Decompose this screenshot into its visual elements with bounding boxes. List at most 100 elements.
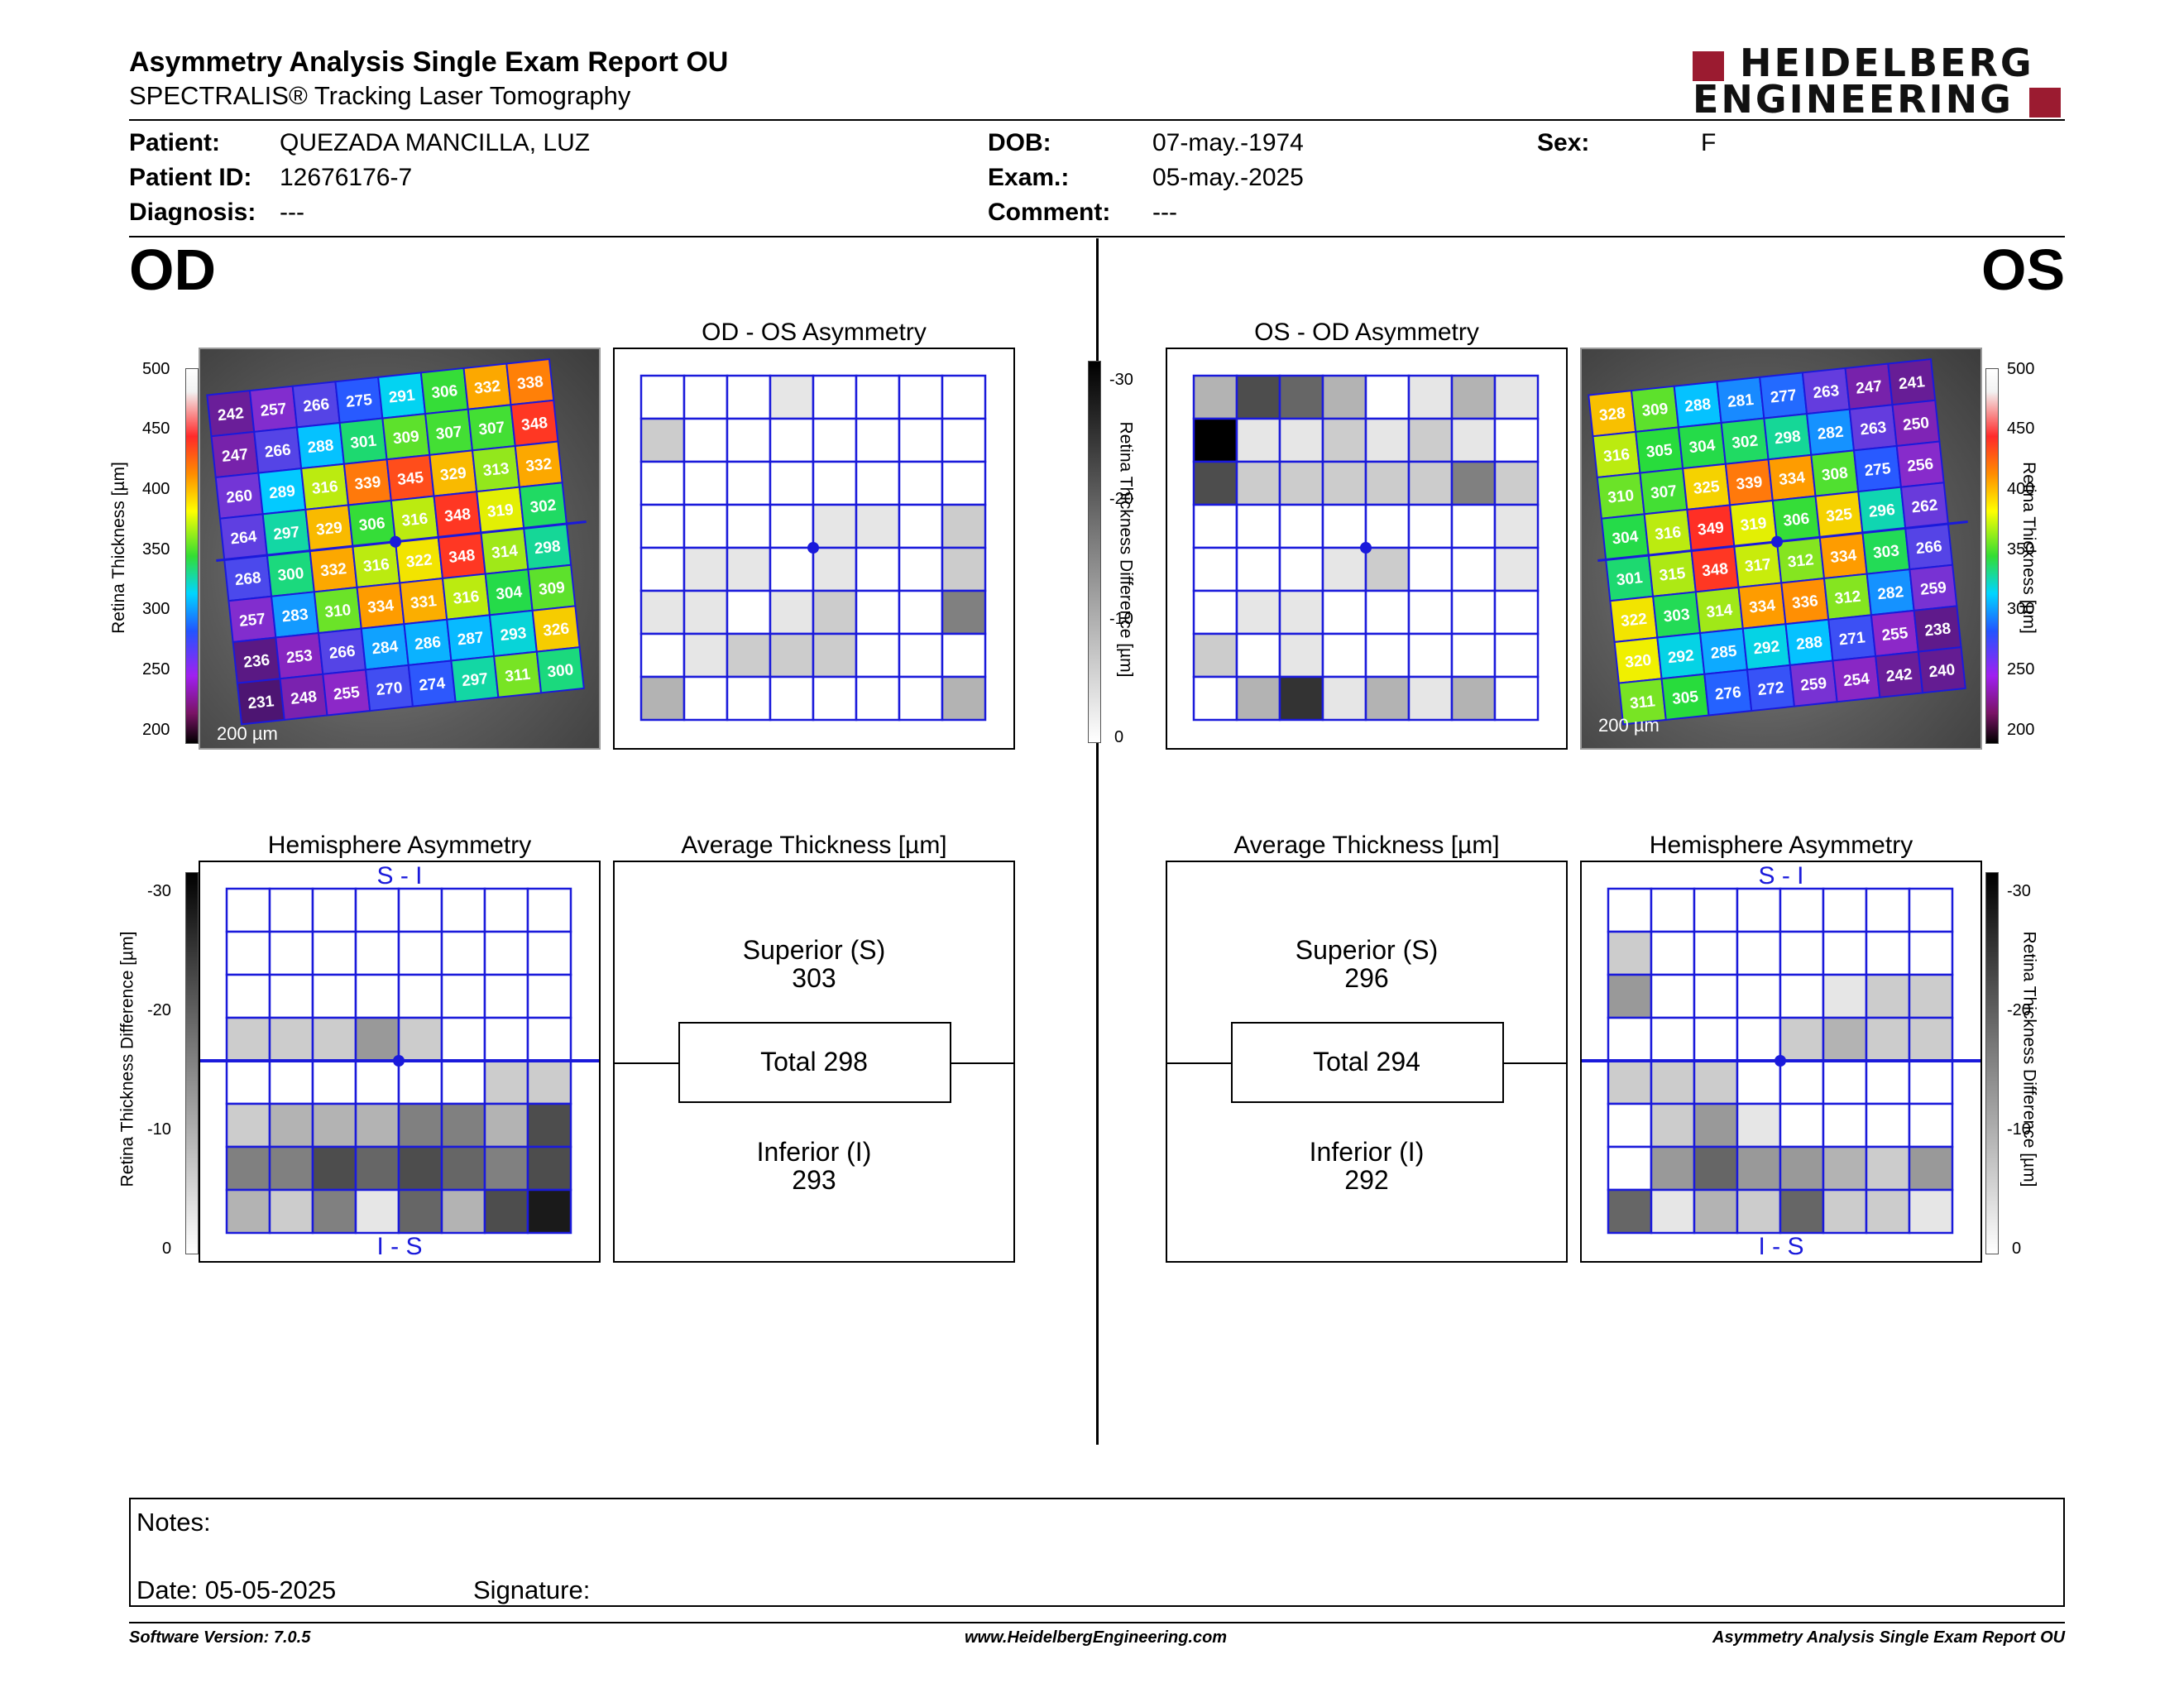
asymmetry-cell bbox=[1736, 973, 1782, 1019]
report-title: Asymmetry Analysis Single Exam Report OU bbox=[129, 46, 729, 78]
thickness-value: 260 bbox=[225, 487, 253, 507]
thickness-value: 301 bbox=[349, 432, 377, 452]
asymmetry-cell bbox=[311, 973, 357, 1019]
thickness-value: 271 bbox=[1838, 629, 1866, 649]
asymmetry-cell bbox=[1865, 1016, 1911, 1062]
software-version: Software Version: 7.0.5 bbox=[129, 1628, 311, 1647]
asymmetry-cell bbox=[1693, 973, 1739, 1019]
asymmetry-cell bbox=[1278, 675, 1324, 722]
asymmetry-cell bbox=[769, 675, 815, 722]
asymmetry-cell bbox=[1822, 1059, 1868, 1105]
asymmetry-cell bbox=[769, 417, 815, 463]
diagnosis-label: Diagnosis: bbox=[129, 199, 256, 226]
asymmetry-cell bbox=[682, 632, 729, 679]
thickness-value: 311 bbox=[1629, 693, 1656, 712]
asymmetry-cell bbox=[1364, 460, 1410, 506]
asymmetry-cell bbox=[1650, 973, 1696, 1019]
thickness-value: 316 bbox=[1602, 446, 1631, 466]
thickness-value: 286 bbox=[414, 634, 442, 654]
thickness-value: 306 bbox=[358, 515, 386, 535]
asymmetry-cell bbox=[898, 374, 944, 420]
thickness-value: 288 bbox=[1795, 634, 1823, 654]
os-superior-label: Superior (S) bbox=[1295, 935, 1439, 965]
asymmetry-cell bbox=[1865, 973, 1911, 1019]
asymmetry-cell bbox=[898, 675, 944, 722]
od-thickness-map: 242 257 266 275 291 306 332 338 247 266 288 301 309 3… bbox=[206, 357, 587, 726]
os-total: Total 294 bbox=[1313, 1047, 1420, 1077]
thickness-value: 317 bbox=[1744, 556, 1772, 576]
asymmetry-cell bbox=[1779, 973, 1825, 1019]
thickness-value: 303 bbox=[1872, 542, 1900, 562]
asymmetry-cell bbox=[769, 546, 815, 592]
thickness-value: 307 bbox=[478, 419, 506, 439]
asymmetry-cell bbox=[354, 1188, 400, 1235]
asymmetry-cell bbox=[639, 589, 686, 635]
asymmetry-cell bbox=[1822, 1016, 1868, 1062]
thickness-value: 272 bbox=[1757, 679, 1785, 699]
thickness-value: 262 bbox=[1911, 496, 1939, 516]
asymmetry-cell bbox=[1235, 632, 1281, 679]
asymmetry-cell bbox=[1822, 1102, 1868, 1149]
asymmetry-cell bbox=[354, 1145, 400, 1192]
asymmetry-cell bbox=[855, 546, 901, 592]
thickness-value: 329 bbox=[439, 464, 467, 484]
asymmetry-cell bbox=[526, 1059, 572, 1105]
os-inferior-value: 292 bbox=[1344, 1165, 1389, 1195]
asymmetry-cell bbox=[397, 1188, 443, 1235]
asymmetry-cell bbox=[311, 1102, 357, 1149]
dob-label: DOB: bbox=[988, 129, 1051, 156]
thickness-value: 319 bbox=[1740, 515, 1768, 535]
thickness-value: 231 bbox=[247, 693, 275, 712]
asymmetry-cell bbox=[898, 460, 944, 506]
asymmetry-cell bbox=[726, 460, 772, 506]
asymmetry-cell bbox=[268, 1102, 314, 1149]
asymmetry-cell bbox=[1450, 675, 1497, 722]
asymmetry-cell bbox=[812, 417, 858, 463]
asymmetry-cell bbox=[311, 1059, 357, 1105]
patient-label: Patient: bbox=[129, 129, 221, 156]
thickness-value: 309 bbox=[392, 428, 420, 448]
asymmetry-cell bbox=[483, 1102, 529, 1149]
asymmetry-cell bbox=[311, 1016, 357, 1062]
asymmetry-cell bbox=[225, 930, 271, 976]
thickness-value: 288 bbox=[307, 437, 335, 457]
os-asymmetry-panel bbox=[1166, 348, 1568, 750]
asymmetry-cell bbox=[1235, 589, 1281, 635]
thickness-value: 334 bbox=[1748, 597, 1776, 616]
asymmetry-cell bbox=[483, 1016, 529, 1062]
thickness-value: 329 bbox=[315, 519, 343, 539]
asymmetry-cell bbox=[1450, 374, 1497, 420]
asymmetry-cell bbox=[225, 1102, 271, 1149]
asymmetry-cell bbox=[440, 1016, 486, 1062]
od-asym-title: OD - OS Asymmetry bbox=[702, 319, 927, 346]
os-hemisphere-grid bbox=[1582, 887, 1980, 1235]
asymmetry-cell bbox=[1493, 589, 1540, 635]
os-hemi-diff-scale: -30 -20 -10 0 Retina Thickness Differenc… bbox=[1984, 867, 2067, 1258]
asymmetry-cell bbox=[1278, 460, 1324, 506]
asymmetry-cell bbox=[1779, 1059, 1825, 1105]
thickness-value: 336 bbox=[1791, 592, 1819, 612]
asymmetry-cell bbox=[440, 930, 486, 976]
asymmetry-cell bbox=[311, 1145, 357, 1192]
asymmetry-cell bbox=[1364, 675, 1410, 722]
asymmetry-cell bbox=[483, 1059, 529, 1105]
thickness-value: 255 bbox=[1881, 625, 1909, 645]
asymmetry-cell bbox=[1822, 973, 1868, 1019]
asymmetry-cell bbox=[639, 374, 686, 420]
asymmetry-cell bbox=[941, 589, 987, 635]
thickness-value: 319 bbox=[486, 501, 515, 521]
asymmetry-cell bbox=[1650, 887, 1696, 933]
thickness-value: 247 bbox=[1855, 377, 1883, 397]
thickness-value: 255 bbox=[333, 683, 361, 703]
asymmetry-cell bbox=[225, 1059, 271, 1105]
footer-rule bbox=[129, 1622, 2065, 1623]
asymmetry-cell bbox=[812, 460, 858, 506]
os-superior-value: 296 bbox=[1344, 963, 1389, 993]
asymmetry-cell bbox=[1908, 1016, 1954, 1062]
thickness-value: 302 bbox=[1731, 433, 1759, 453]
asymmetry-cell bbox=[1278, 589, 1324, 635]
asymmetry-cell bbox=[639, 417, 686, 463]
asymmetry-cell bbox=[1779, 887, 1825, 933]
asymmetry-cell bbox=[1693, 1059, 1739, 1105]
asymmetry-cell bbox=[1407, 374, 1454, 420]
